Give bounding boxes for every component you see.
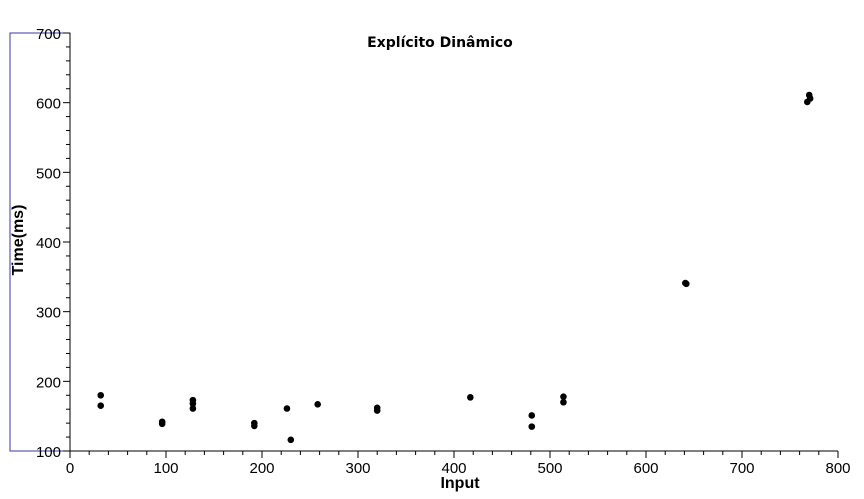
data-point [560, 398, 567, 406]
y-tick-label: 500 [36, 165, 61, 182]
y-tick-label: 400 [36, 235, 61, 252]
y-tick-label: 200 [36, 374, 61, 391]
data-point [528, 423, 536, 430]
x-tick-label: 300 [345, 460, 370, 477]
x-tick-label: 200 [249, 460, 274, 477]
data-point [560, 393, 567, 400]
data-point [467, 394, 474, 401]
x-tick-label: 500 [537, 460, 562, 477]
x-axis-title: Input [440, 475, 480, 492]
x-tick-label: 700 [729, 460, 754, 477]
y-tick-label: 600 [36, 96, 61, 113]
data-point [287, 436, 295, 444]
x-axis-ticks: 0 100 200 300 400 500 600 700 800 [66, 451, 851, 477]
x-tick-label: 0 [66, 460, 74, 477]
y-tick-label: 700 [36, 26, 61, 43]
data-point [97, 402, 105, 410]
y-axis-ticks: 100 200 300 400 500 600 700 [36, 26, 70, 461]
x-tick-label: 600 [633, 460, 658, 477]
data-point [189, 405, 197, 412]
data-points [97, 91, 814, 444]
x-tick-label: 100 [153, 460, 178, 477]
data-point [189, 400, 197, 407]
y-tick-label: 100 [36, 444, 61, 461]
x-tick-label: 800 [825, 460, 850, 477]
data-point [158, 420, 166, 428]
y-tick-label: 300 [36, 305, 61, 322]
data-point [283, 405, 291, 412]
data-point [683, 280, 690, 288]
chart-title: Explícito Dinâmico [367, 35, 513, 51]
data-point [97, 391, 105, 399]
y-axis-title: Time(ms) [10, 205, 27, 276]
data-point [251, 422, 258, 430]
data-point [528, 412, 536, 419]
data-point [373, 407, 381, 414]
data-point [803, 98, 811, 106]
data-point [314, 401, 321, 408]
x-tick-label: 400 [441, 460, 466, 477]
